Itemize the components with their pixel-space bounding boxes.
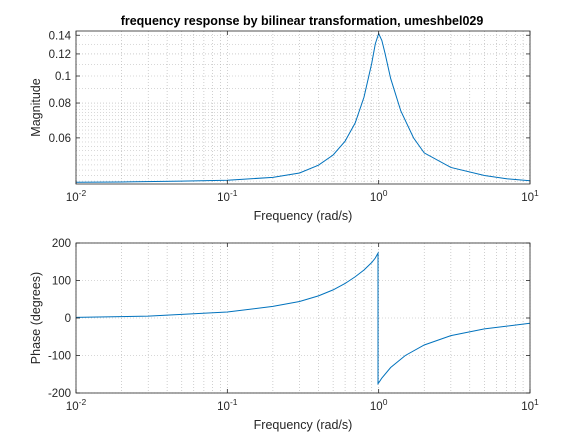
magnitude-x-tick-exponent: 1 [534, 188, 539, 198]
magnitude-y-tick-label: 0.06 [49, 133, 71, 145]
magnitude-y-tick-label: 0.14 [49, 30, 72, 42]
phase-x-tick-exponent: 1 [534, 397, 539, 407]
phase-y-tick-label: -100 [48, 351, 71, 363]
magnitude-x-tick-exponent: -1 [230, 188, 238, 198]
phase-x-tick-base: 10 [66, 401, 79, 413]
phase-y-tick-label: -200 [48, 388, 71, 400]
phase-x-tick-exponent: 0 [383, 397, 388, 407]
magnitude-y-tick-label: 0.08 [49, 98, 71, 110]
phase-x-tick-exponent: -1 [230, 397, 238, 407]
chart-title: frequency response by bilinear transform… [121, 14, 484, 28]
magnitude-x-tick-base: 10 [66, 192, 79, 204]
magnitude-x-tick-base: 10 [521, 192, 534, 204]
magnitude-x-tick-exponent: 0 [383, 188, 388, 198]
phase-y-tick-label: 100 [52, 276, 71, 288]
phase-x-axis-label: Frequency (rad/s) [254, 418, 353, 432]
magnitude-x-tick-exponent: -2 [79, 188, 87, 198]
magnitude-y-axis-label: Magnitude [29, 78, 43, 136]
magnitude-plot-area [76, 31, 530, 184]
phase-x-tick-base: 10 [370, 401, 383, 413]
phase-x-tick-base: 10 [217, 401, 230, 413]
magnitude-x-tick-base: 10 [217, 192, 230, 204]
phase-x-tick-exponent: -2 [79, 397, 87, 407]
phase-y-tick-label: 200 [52, 238, 71, 250]
magnitude-x-axis-label: Frequency (rad/s) [254, 209, 353, 223]
phase-plot-area [76, 243, 530, 393]
phase-x-tick-base: 10 [521, 401, 534, 413]
phase-y-tick-label: 0 [65, 313, 71, 325]
magnitude-y-tick-label: 0.12 [49, 49, 71, 61]
magnitude-x-tick-base: 10 [370, 192, 383, 204]
phase-y-axis-label: Phase (degrees) [29, 272, 43, 364]
magnitude-y-tick-label: 0.1 [55, 71, 71, 83]
